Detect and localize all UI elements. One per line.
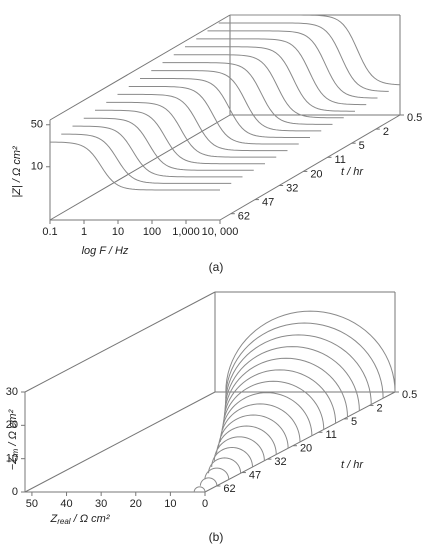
y-axis-title-sub: im	[11, 448, 20, 457]
panel-label: (b)	[209, 530, 224, 544]
slice-curve	[229, 14, 401, 86]
slice-curve	[207, 30, 378, 99]
z-tick-label: 20	[300, 443, 312, 455]
slice-curve	[193, 486, 206, 493]
z-tick-label: 62	[238, 211, 250, 223]
slice-curve	[83, 117, 254, 171]
z-tick-label: 47	[262, 197, 274, 209]
slice-curve	[184, 46, 356, 112]
slice-curve	[213, 436, 265, 461]
slice-curve	[224, 357, 348, 418]
x-axis-title: Zreal / Ω cm²	[50, 513, 110, 526]
slice-curve	[225, 322, 384, 399]
x-tick-label: 10	[112, 226, 124, 238]
z-axis-title: t / hr	[341, 166, 364, 178]
axis-line	[24, 391, 216, 493]
x-axis-title-sub: real	[57, 517, 71, 526]
y-axis-title: |Z| / Ω cm²	[11, 146, 23, 198]
slice-curve	[173, 54, 344, 119]
y-tick-label: 10	[6, 453, 18, 465]
z-tick-label: 62	[223, 483, 235, 495]
x-tick-label: 1	[81, 226, 87, 238]
x-axis-title-unit: / Ω cm²	[71, 513, 110, 525]
slice-curve	[117, 93, 288, 152]
slice-curve	[128, 85, 299, 145]
x-axis-title-symbol: Z	[50, 513, 59, 525]
x-tick-label: 40	[60, 498, 72, 510]
z-tick-label: 5	[351, 416, 357, 428]
y-tick-label: 0	[12, 486, 18, 498]
panel-label: (a)	[209, 260, 224, 274]
slice-curve	[94, 109, 266, 165]
slice-curve	[196, 38, 367, 106]
x-tick-label: 50	[26, 498, 38, 510]
y-axis-title-symbol: −Z	[7, 456, 19, 470]
slice-curve	[49, 141, 220, 191]
x-tick-label: 20	[130, 498, 142, 510]
slice-curve	[218, 22, 389, 92]
axis-line	[49, 114, 231, 221]
slice-curve	[61, 133, 232, 184]
x-tick-label: 10	[164, 498, 176, 510]
slice-curve	[224, 346, 360, 411]
slice-curve	[139, 78, 311, 138]
slice-curve	[222, 380, 325, 430]
x-axis-title: log F / Hz	[82, 245, 129, 257]
x-tick-label: 1,000	[172, 226, 200, 238]
x-tick-label: 30	[95, 498, 107, 510]
z-tick-label: 2	[383, 126, 389, 138]
slice-curve	[223, 369, 337, 424]
slice-curve	[72, 125, 243, 178]
z-tick-label: 11	[334, 154, 345, 166]
y-tick-label: 50	[31, 119, 43, 131]
y-axis-title: −Zim / Ω cm²	[7, 409, 20, 470]
axis-line	[49, 14, 231, 121]
z-tick-label: 11	[325, 429, 336, 441]
x-tick-label: 10, 000	[202, 226, 239, 238]
z-tick-label: 20	[310, 168, 322, 180]
z-tick-label: 47	[249, 469, 261, 481]
slice-curve	[225, 310, 396, 393]
x-tick-label: 0.1	[42, 226, 57, 238]
slice-curve	[225, 334, 372, 405]
z-tick-label: 32	[286, 182, 298, 194]
z-tick-label: 0.5	[407, 112, 422, 124]
x-tick-label: 100	[143, 226, 161, 238]
slice-curve	[162, 62, 333, 125]
y-tick-label: 10	[31, 161, 43, 173]
z-axis-title: t / hr	[341, 459, 364, 471]
z-tick-label: 5	[359, 140, 365, 152]
z-tick-label: 0.5	[402, 389, 417, 401]
slice-curve	[211, 447, 253, 468]
slice-curve	[199, 477, 218, 486]
z-tick-label: 2	[376, 402, 382, 414]
y-tick-label: 20	[6, 419, 18, 431]
slice-curve	[151, 70, 322, 132]
slice-curve	[208, 457, 242, 474]
slice-curve	[219, 403, 301, 443]
axis-line	[219, 114, 401, 221]
slice-curve	[106, 101, 277, 158]
z-tick-label: 32	[274, 456, 286, 468]
slice-curve	[216, 425, 277, 455]
y-axis-title-unit: / Ω cm²	[7, 409, 19, 448]
slice-curve	[221, 392, 313, 436]
y-tick-label: 30	[6, 386, 18, 398]
axis-line	[24, 291, 216, 393]
x-tick-label: 0	[202, 498, 208, 510]
slice-curve	[204, 467, 230, 480]
slice-curve	[218, 414, 289, 449]
